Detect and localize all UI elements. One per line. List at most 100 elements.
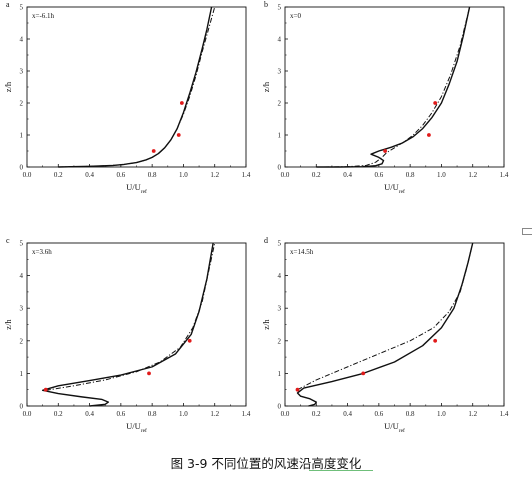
x-axis-label: U/Uref — [126, 421, 147, 434]
y-tick-label: 1 — [278, 132, 282, 140]
x-tick-label: 1.0 — [179, 171, 188, 179]
data-point — [427, 133, 431, 137]
panel-label: a — [6, 0, 10, 9]
dashdot-profile-line — [324, 6, 471, 168]
y-tick-label: 0 — [278, 164, 282, 172]
y-tick-label: 3 — [278, 305, 282, 313]
data-point — [187, 338, 192, 343]
data-point — [361, 371, 366, 376]
y-tick-label: 0 — [20, 164, 24, 172]
x-tick-label: 1.2 — [210, 171, 219, 179]
x-tick-label: 0.8 — [148, 410, 157, 418]
solid-profile-line — [296, 242, 474, 407]
data-point — [433, 338, 438, 343]
y-tick-label: 3 — [278, 68, 282, 76]
dashdot-profile-line — [45, 242, 216, 391]
figure-caption: 图 3-9 不同位置的风速沿高度变化 — [170, 456, 362, 471]
dashdot-profile-line — [297, 242, 474, 391]
data-point — [295, 387, 300, 392]
scroll-edge-marker — [522, 228, 532, 235]
x-tick-label: 0.6 — [374, 171, 383, 179]
x-tick-label: 0.2 — [54, 171, 63, 179]
y-axis-label: z/h — [3, 319, 13, 330]
data-point — [151, 149, 156, 153]
y-tick-label: 0 — [20, 403, 24, 411]
data-point — [176, 133, 181, 137]
x-tick-label: 0.0 — [281, 410, 290, 418]
x-axis-label: U/Uref — [384, 421, 405, 434]
data-point — [179, 101, 184, 105]
y-tick-label: 5 — [20, 240, 24, 248]
y-tick-label: 2 — [20, 100, 24, 108]
y-tick-label: 1 — [20, 370, 24, 378]
plot-frame — [26, 6, 247, 168]
x-tick-label: 0.2 — [54, 410, 63, 418]
x-tick-label: 0.8 — [406, 410, 415, 418]
x-tick-label: 1.4 — [500, 171, 509, 179]
data-point — [147, 371, 151, 376]
y-tick-label: 4 — [20, 272, 24, 280]
data-point — [433, 101, 438, 105]
y-tick-label: 1 — [278, 370, 282, 378]
data-point — [383, 149, 388, 153]
x-tick-label: 1.4 — [500, 410, 509, 418]
x-tick-label: 1.2 — [468, 410, 477, 418]
x-tick-label: 1.0 — [437, 410, 446, 418]
x-tick-label: 1.4 — [242, 410, 251, 418]
chart-panel-c: 0.0 0.2 0.4 0.6 0.8 1.0 1.2 1.4 0 1 2 3 4 5 U/Uref z/h c… — [3, 236, 251, 434]
solid-profile-line — [316, 6, 471, 168]
x-tick-label: 0.8 — [148, 171, 157, 179]
y-tick-label: 5 — [278, 240, 282, 248]
y-axis-label: z/h — [261, 81, 271, 92]
y-tick-label: 2 — [278, 100, 282, 108]
x-tick-label: 0.6 — [116, 410, 125, 418]
y-tick-label: 1 — [20, 132, 24, 140]
solid-profile-line — [41, 242, 214, 407]
x-axis-label: U/Uref — [384, 182, 405, 195]
x-tick-label: 0.0 — [23, 171, 32, 179]
caption-underline — [309, 470, 373, 471]
x-tick-label: 0.6 — [374, 410, 383, 418]
x-tick-label: 1.4 — [242, 171, 251, 179]
x-axis-label: U/Uref — [126, 182, 147, 195]
y-tick-label: 4 — [20, 36, 24, 44]
x-tick-label: 1.2 — [210, 410, 219, 418]
y-tick-label: 4 — [278, 272, 282, 280]
plot-frame — [284, 6, 505, 168]
position-annotation: x=14.5h — [290, 248, 314, 256]
y-axis-label: z/h — [3, 81, 13, 92]
data-point — [43, 387, 48, 392]
position-annotation: x=0 — [290, 12, 301, 20]
x-tick-label: 0.4 — [85, 171, 94, 179]
panel-label: d — [264, 236, 268, 245]
position-annotation: x=-6.1h — [32, 12, 55, 20]
panel-label: b — [264, 0, 268, 9]
x-tick-label: 0.8 — [406, 171, 415, 179]
y-tick-label: 2 — [278, 337, 282, 345]
x-tick-label: 1.2 — [468, 171, 477, 179]
y-axis-label: z/h — [261, 319, 271, 330]
y-tick-label: 3 — [20, 305, 24, 313]
chart-panel-b: 0.0 0.2 0.4 0.6 0.8 1.0 1.2 1.4 0 1 2 3 4 5 U/Uref z/h b… — [261, 0, 509, 195]
x-tick-label: 0.2 — [312, 410, 321, 418]
y-tick-label: 0 — [278, 403, 282, 411]
y-tick-label: 5 — [20, 4, 24, 12]
position-annotation: x=3.6h — [32, 248, 52, 256]
plot-frame — [26, 242, 247, 407]
x-tick-label: 0.4 — [343, 171, 352, 179]
x-tick-label: 1.0 — [179, 410, 188, 418]
chart-panel-a: 0.0 0.2 0.4 0.6 0.8 1.0 1.2 1.4 0 1 2 3 4 5 U/Uref z/h a… — [3, 0, 251, 195]
x-tick-label: 0.6 — [116, 171, 125, 179]
x-tick-label: 0.4 — [343, 410, 352, 418]
y-tick-label: 4 — [278, 36, 282, 44]
chart-panel-d: 0.0 0.2 0.4 0.6 0.8 1.0 1.2 1.4 0 1 2 3 4 5 U/Uref z/h d… — [261, 236, 509, 434]
x-tick-label: 0.4 — [85, 410, 94, 418]
solid-profile-line — [58, 6, 213, 168]
dashdot-profile-line — [58, 6, 216, 168]
y-tick-label: 3 — [20, 68, 24, 76]
x-tick-label: 0.0 — [281, 171, 290, 179]
plot-frame — [284, 242, 505, 407]
x-tick-label: 0.2 — [312, 171, 321, 179]
panel-label: c — [6, 236, 10, 245]
